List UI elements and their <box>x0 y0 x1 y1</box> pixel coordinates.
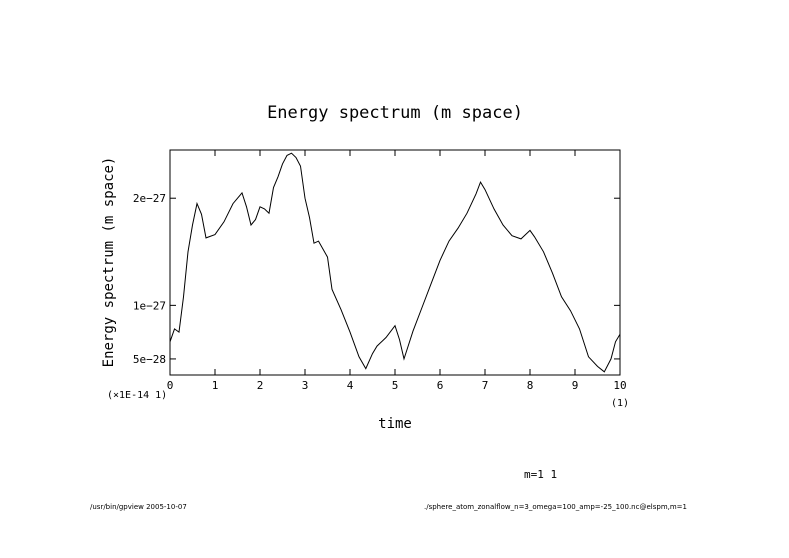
x-tick-label: 5 <box>392 379 399 392</box>
y-tick-label: 5e−28 <box>133 353 166 366</box>
x-tick-label: 8 <box>527 379 534 392</box>
y-axis-ticks: 5e−28 1e−27 2e−27 <box>133 192 620 366</box>
x-axis-ticks: 0 1 2 3 4 5 6 7 8 9 10 <box>167 150 627 392</box>
y-tick-label: 2e−27 <box>133 192 166 205</box>
footer-right: ./sphere_atom_zonalflow_n=3_omega=100_am… <box>424 503 687 511</box>
x-tick-label: 0 <box>167 379 174 392</box>
x-tick-label: 6 <box>437 379 444 392</box>
x-tick-label: 1 <box>212 379 219 392</box>
y-multiplier: (×1E-14 1) <box>107 390 167 401</box>
footer-left: /usr/bin/gpview 2005-10-07 <box>90 503 187 511</box>
plot-frame <box>169 149 621 376</box>
x-tick-label: 2 <box>257 379 264 392</box>
x-tick-label: 9 <box>572 379 579 392</box>
x-tick-label: 4 <box>347 379 354 392</box>
y-tick-label: 1e−27 <box>133 299 166 312</box>
y-axis-label: Energy spectrum (m space) <box>101 157 117 368</box>
chart-title: Energy spectrum (m space) <box>267 103 523 123</box>
x-tick-label: 10 <box>613 379 626 392</box>
x-axis-label: time <box>378 416 412 432</box>
x-tick-label: 3 <box>302 379 309 392</box>
legend-label: m=1 1 <box>524 468 557 481</box>
x-tick-label: 7 <box>482 379 489 392</box>
x-multiplier: (1) <box>611 398 629 409</box>
series-line-m1 <box>169 152 621 373</box>
